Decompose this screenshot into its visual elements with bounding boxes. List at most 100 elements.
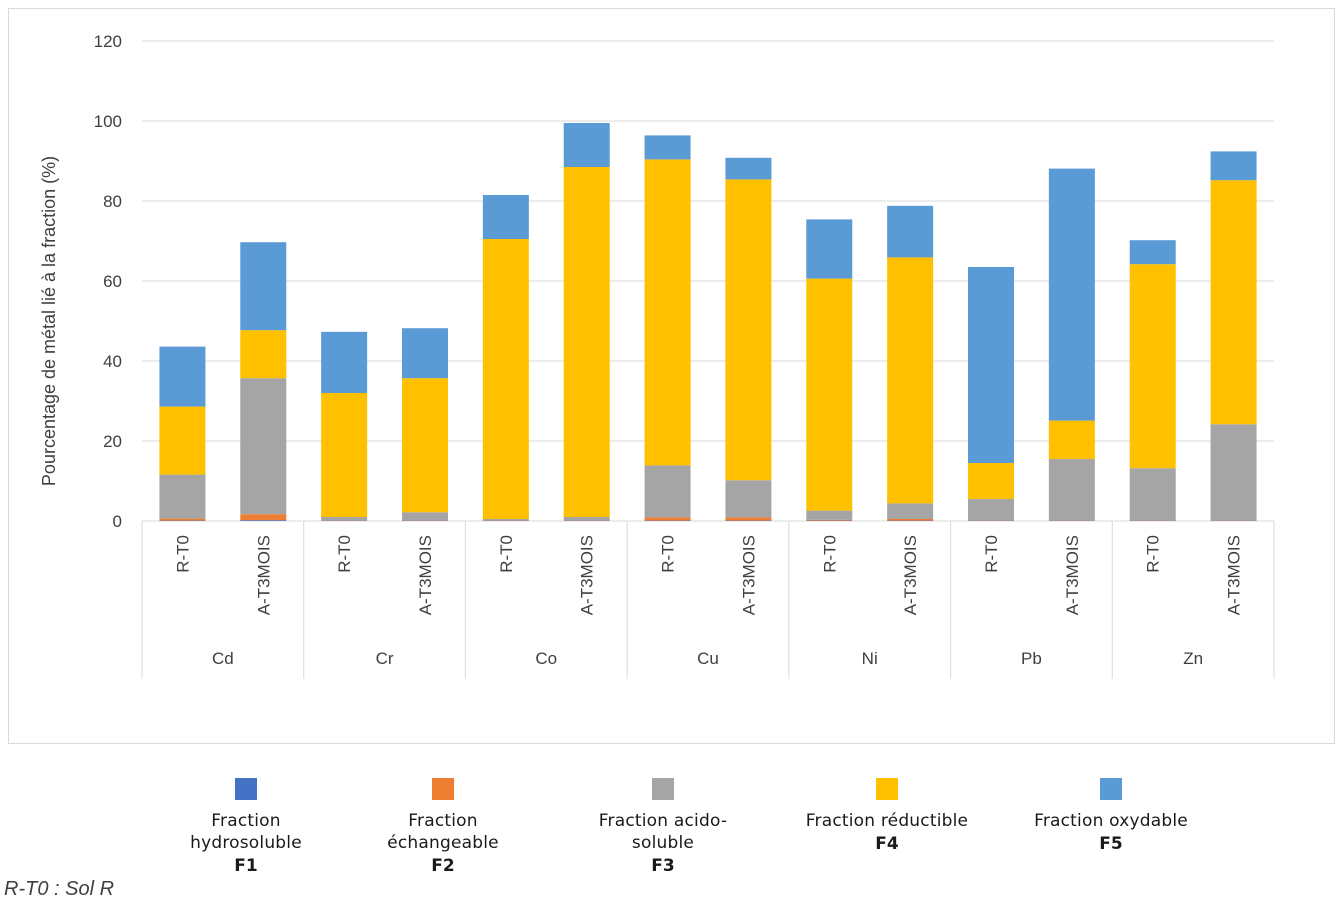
legend-label: Fraction hydrosoluble — [190, 811, 302, 853]
bar-segment-F3 — [644, 465, 691, 518]
footnote: R-T0 : Sol R — [4, 878, 115, 900]
y-tick-label: 80 — [103, 192, 122, 211]
legend-item: Fraction oxydable F5 — [1021, 778, 1201, 854]
bar-segment-F3 — [887, 503, 934, 519]
bar-segment-F4 — [402, 378, 448, 513]
bar-segment-F2 — [725, 517, 772, 521]
bar-segment-F4 — [159, 406, 206, 475]
bar-segment-F3 — [482, 519, 529, 521]
legend-label: Fraction acido-soluble — [598, 811, 728, 853]
legend-swatch — [1100, 778, 1122, 800]
legend-swatch — [876, 778, 898, 800]
chart-area: 0 20 40 60 80 100 120 Pourcentage de métal lié … — [8, 8, 1335, 744]
legend-swatch — [432, 778, 454, 800]
bar-segment-F4 — [321, 393, 368, 517]
legend-label: Fraction échangeable — [387, 811, 499, 853]
bar-segment-F4 — [240, 330, 287, 379]
bar-segment-F3 — [159, 474, 206, 519]
bar-label: A-T3MOIS — [416, 535, 435, 615]
bar-segment-F4 — [725, 179, 772, 481]
bar-label: R-T0 — [982, 535, 1001, 573]
bar-segment-F2 — [887, 519, 934, 521]
bar-segment-F5 — [887, 205, 934, 258]
bar-segment-F5 — [806, 219, 853, 279]
bar-segment-F1 — [240, 520, 287, 521]
bar-segment-F3 — [1129, 468, 1176, 521]
legend-code: F5 — [1099, 834, 1123, 854]
legend-item: Fraction réductible F4 — [797, 778, 977, 854]
group-label: Cd — [212, 649, 234, 668]
bar-segment-F5 — [240, 242, 287, 331]
bar-segment-F5 — [563, 123, 610, 167]
legend-code: F3 — [651, 856, 675, 876]
legend-item: Fraction hydrosoluble F1 — [156, 778, 336, 876]
stacked-bar-chart: 0 20 40 60 80 100 120 Pourcentage de métal lié … — [39, 32, 1275, 679]
bar-segment-F5 — [402, 328, 448, 379]
bar-segment-F3 — [240, 378, 287, 515]
group-label: Cu — [697, 649, 719, 668]
bar-segment-F4 — [563, 167, 610, 517]
group-label: Pb — [1021, 649, 1042, 668]
bar-segment-F4 — [887, 257, 934, 504]
bar-label: A-T3MOIS — [739, 535, 758, 615]
group-label: Zn — [1183, 649, 1203, 668]
legend-item: Fraction échangeable F2 — [353, 778, 533, 876]
group-label: Cr — [376, 649, 394, 668]
bar-segment-F4 — [1210, 180, 1257, 425]
bar-segment-F4 — [1048, 420, 1095, 459]
bar-label: A-T3MOIS — [254, 535, 273, 615]
group-label: Ni — [862, 649, 878, 668]
y-tick-label: 60 — [103, 272, 122, 291]
bar-segment-F5 — [1048, 168, 1095, 421]
legend-code: F4 — [875, 834, 899, 854]
y-axis-title: Pourcentage de métal lié à la fraction (… — [39, 156, 59, 486]
bar-label: A-T3MOIS — [578, 535, 597, 615]
bar-label: R-T0 — [659, 535, 678, 573]
y-tick-label: 20 — [103, 432, 122, 451]
legend-label: Fraction oxydable — [1034, 811, 1188, 831]
y-tick-label: 40 — [103, 352, 122, 371]
legend-code: F1 — [234, 856, 258, 876]
bar-label: A-T3MOIS — [1063, 535, 1082, 615]
bar-segment-F5 — [644, 135, 691, 160]
bar-segment-F5 — [1129, 240, 1176, 265]
bar-segment-F3 — [1210, 424, 1257, 521]
bar-segment-F5 — [321, 331, 368, 393]
bar-segment-F5 — [1210, 151, 1257, 181]
legend-code: F2 — [431, 856, 455, 876]
y-tick-label: 0 — [113, 512, 122, 531]
legend-item: Fraction acido-soluble F3 — [573, 778, 753, 876]
bar-segment-F5 — [482, 195, 529, 239]
bar-label: A-T3MOIS — [901, 535, 920, 615]
legend-swatch — [652, 778, 674, 800]
legend-swatch — [235, 778, 257, 800]
legend-label: Fraction réductible — [805, 811, 969, 831]
y-tick-label: 120 — [94, 32, 122, 51]
bar-segment-F4 — [644, 159, 691, 466]
bar-segment-F4 — [806, 278, 853, 511]
bar-segment-F2 — [806, 519, 853, 521]
bar-label: R-T0 — [820, 535, 839, 573]
bar-segment-F5 — [159, 346, 206, 407]
bar-label: R-T0 — [497, 535, 516, 573]
bar-segment-F5 — [725, 157, 772, 180]
bar-label: R-T0 — [173, 535, 192, 573]
y-tick-label: 100 — [94, 112, 122, 131]
bar-segment-F3 — [563, 517, 610, 521]
bar-segment-F3 — [1048, 459, 1095, 521]
bar-segment-F5 — [968, 267, 1014, 463]
bar-segment-F3 — [806, 510, 853, 520]
bar-label: A-T3MOIS — [1225, 535, 1244, 615]
bar-segment-F4 — [1129, 264, 1176, 469]
bar-segment-F4 — [968, 463, 1014, 499]
bar-segment-F3 — [321, 517, 368, 521]
bar-segment-F2 — [240, 514, 287, 521]
bar-segment-F3 — [725, 480, 772, 518]
bar-segment-F4 — [482, 239, 529, 519]
bar-segment-F3 — [968, 499, 1014, 521]
bar-segment-F2 — [159, 518, 206, 521]
bar-segment-F2 — [644, 517, 691, 521]
bar-label: R-T0 — [1144, 535, 1163, 573]
bar-label: R-T0 — [335, 535, 354, 573]
group-label: Co — [535, 649, 557, 668]
